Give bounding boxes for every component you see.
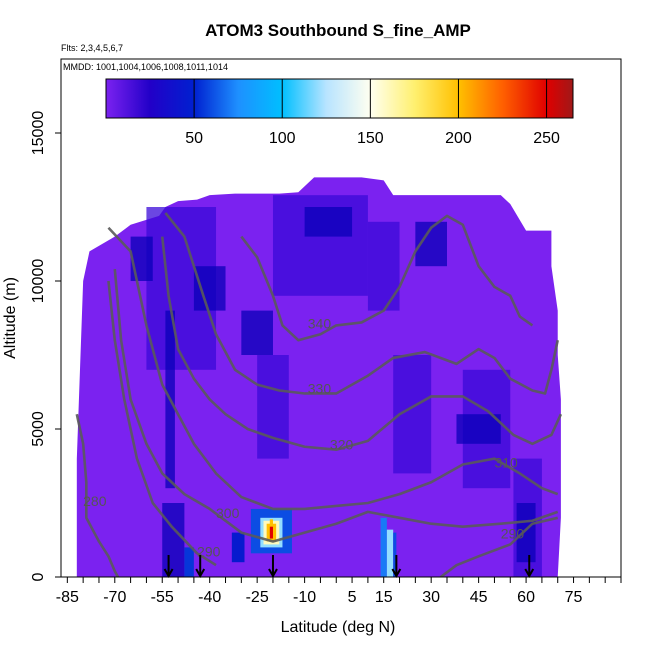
y-tick-label: 15000 bbox=[30, 111, 47, 156]
contour-line bbox=[75, 413, 120, 577]
x-tick-label: 45 bbox=[470, 589, 488, 606]
colorbar bbox=[105, 78, 574, 119]
colorbar-tick-label: 50 bbox=[185, 130, 203, 147]
field-cell-hot bbox=[393, 532, 397, 577]
contour-label: 330 bbox=[308, 380, 332, 396]
contour-line bbox=[160, 236, 563, 452]
colorbar-ticks: 50 100 150 200 250 bbox=[185, 79, 560, 147]
chart-title: ATOM3 Southbound S_fine_AMP bbox=[205, 21, 471, 40]
field-cell-hot bbox=[269, 519, 273, 526]
field-cell-high bbox=[241, 310, 273, 355]
field-cell-hot bbox=[269, 526, 273, 539]
colorbar-tick-label: 200 bbox=[445, 130, 472, 147]
colorbar-tick-label: 100 bbox=[269, 130, 296, 147]
field-cell-high bbox=[304, 207, 353, 237]
x-axis: -85 -70 -55 -40 -25 -10 5 15 30 45 60 75 bbox=[56, 577, 622, 606]
contour-label: 290 bbox=[501, 526, 525, 542]
x-tick-label: 5 bbox=[348, 589, 357, 606]
x-tick-label: 60 bbox=[517, 589, 535, 606]
flight-markers bbox=[163, 555, 535, 579]
field-cell-hot bbox=[231, 532, 245, 563]
x-tick-label: -40 bbox=[198, 589, 221, 606]
contour-label: 300 bbox=[216, 505, 240, 521]
flights-subtitle: Flts: 2,3,4,5,6,7 bbox=[61, 43, 123, 53]
heatmap-field bbox=[76, 177, 561, 577]
y-tick-label: 10000 bbox=[30, 259, 47, 304]
x-tick-label: -85 bbox=[56, 589, 79, 606]
field-cell-high bbox=[516, 503, 536, 563]
field-cell-high bbox=[130, 236, 153, 281]
x-tick-label: -25 bbox=[246, 589, 269, 606]
field-cell-high bbox=[456, 414, 501, 444]
contour-line bbox=[164, 212, 559, 395]
colorbar-tick-label: 250 bbox=[533, 130, 560, 147]
field-cell-enhanced bbox=[257, 355, 289, 459]
flight-marker-arrow bbox=[195, 568, 206, 579]
field-cell-high bbox=[162, 503, 185, 577]
x-tick-label: -10 bbox=[293, 589, 316, 606]
theta-contours: 280 290 290 300 310 320 330 340 bbox=[75, 212, 563, 577]
y-tick-label: 0 bbox=[30, 572, 47, 581]
contour-line bbox=[439, 516, 559, 577]
contour-label: 340 bbox=[308, 315, 332, 331]
dates-subtitle: MMDD: 1001,1004,1006,1008,1011,1014 bbox=[63, 62, 228, 72]
x-axis-label: Latitude (deg N) bbox=[281, 619, 396, 636]
x-tick-label: 30 bbox=[422, 589, 440, 606]
contour-line bbox=[240, 214, 534, 342]
contour-label: 290 bbox=[197, 543, 221, 559]
field-cell-hot bbox=[380, 517, 387, 577]
x-tick-label: 75 bbox=[565, 589, 583, 606]
flight-marker-arrow bbox=[163, 568, 174, 579]
flight-marker-arrow bbox=[391, 568, 402, 579]
contour-label: 310 bbox=[494, 454, 518, 470]
y-axis-label: Altitude (m) bbox=[2, 277, 19, 359]
field-cell-hot bbox=[184, 547, 194, 577]
colorbar-tick-label: 150 bbox=[357, 130, 384, 147]
y-axis: 0 5000 10000 15000 bbox=[30, 111, 61, 581]
plot-frame bbox=[60, 58, 622, 578]
contour-line bbox=[113, 269, 559, 543]
field-cell-high bbox=[193, 266, 226, 311]
x-tick-label: -55 bbox=[151, 589, 174, 606]
field-cell-enhanced bbox=[367, 221, 400, 311]
field-cell-hot bbox=[386, 529, 394, 577]
flight-marker-arrow bbox=[524, 568, 535, 579]
contour-line bbox=[107, 226, 559, 511]
y-tick-label: 5000 bbox=[30, 411, 47, 447]
contour-line bbox=[107, 280, 217, 567]
contour-label: 280 bbox=[83, 493, 107, 509]
x-tick-label: -70 bbox=[103, 589, 126, 606]
x-tick-label: 15 bbox=[375, 589, 393, 606]
flight-marker-arrow bbox=[268, 568, 278, 579]
contour-label: 320 bbox=[330, 437, 354, 453]
